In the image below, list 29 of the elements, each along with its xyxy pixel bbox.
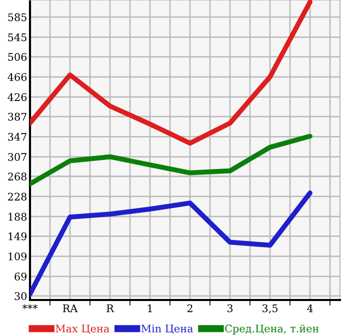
x-tick-label: 3,5 <box>262 304 278 314</box>
y-tick-label: 307 <box>8 153 26 161</box>
y-tick-label: 149 <box>8 232 27 240</box>
x-tick-label: 3 <box>227 304 233 312</box>
y-tick-label: 506 <box>8 53 27 61</box>
y-tick-label: 30 <box>14 292 27 300</box>
legend-label: Max Цена <box>56 324 110 334</box>
y-tick-label: 109 <box>8 252 27 260</box>
y-tick-label: 188 <box>8 212 27 221</box>
y-tick-label: 585 <box>8 13 26 22</box>
x-tick-label: RA <box>62 304 78 312</box>
y-tick-label: 426 <box>8 93 27 102</box>
x-tick-label: 4 <box>307 304 313 312</box>
y-tick-label: 466 <box>8 73 27 81</box>
x-tick-label: 1 <box>148 304 152 312</box>
x-tick-label: R <box>106 304 114 312</box>
legend-label: Min Цена <box>141 324 193 334</box>
x-tick-label: *** <box>22 304 38 310</box>
line-series <box>30 190 312 296</box>
line-series <box>30 134 312 186</box>
y-tick-label: 387 <box>8 112 26 121</box>
y-tick-label: 268 <box>8 172 27 180</box>
legend-label: Сред.Цена, т.йен <box>225 324 319 334</box>
x-tick-label: 2 <box>187 304 192 312</box>
y-tick-label: 347 <box>8 132 26 141</box>
y-tick-label: 69 <box>14 272 27 280</box>
line-series <box>30 0 312 146</box>
y-tick-label: 228 <box>8 192 27 201</box>
y-tick-label: 545 <box>8 33 26 42</box>
